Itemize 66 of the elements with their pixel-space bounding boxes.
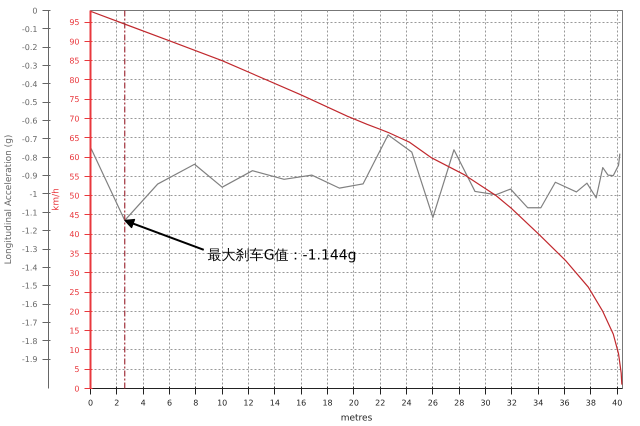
y-tick-label: -0.8 [22, 153, 38, 162]
y-tick-label: -1.7 [22, 318, 38, 328]
x-tick-label: 22 [375, 398, 386, 408]
y2-tick-label: 65 [69, 134, 80, 143]
y2-axis-title: km/h [51, 188, 62, 211]
y-tick-label: -0.5 [22, 98, 38, 108]
x-tick-label: 26 [428, 398, 438, 408]
y2-tick-label: 50 [69, 192, 80, 201]
y2-tick-label: 35 [69, 250, 80, 258]
y-tick-label: -0.6 [22, 116, 38, 126]
y-tick-label: -0.3 [22, 62, 38, 71]
x-tick-label: 2 [114, 398, 120, 408]
y-tick-label: -1.1 [22, 208, 38, 218]
x-tick-label: 18 [322, 398, 333, 408]
y-tick-label: -1.8 [22, 336, 38, 346]
y2-tick-label: 75 [69, 95, 80, 104]
y-tick-label: -1.6 [22, 300, 38, 310]
y2-tick-label: 5 [74, 365, 80, 374]
y2-tick-label: 95 [69, 18, 80, 28]
y2-tick-label: 0 [74, 384, 80, 394]
x-tick-label: 32 [506, 398, 517, 408]
y2-tick-label: 80 [69, 76, 80, 85]
x-axis-title: metres [340, 414, 373, 424]
y-tick-label: -0.4 [22, 80, 38, 89]
x-tick-label: 10 [217, 398, 228, 408]
y-tick-label: 0 [32, 6, 38, 16]
y2-tick-label: 45 [69, 210, 80, 220]
y2-tick-label: 40 [69, 230, 80, 240]
x-tick-label: 36 [559, 398, 570, 408]
y2-tick-label: 25 [69, 288, 80, 298]
x-tick-label: 14 [270, 398, 280, 408]
y-tick-label: -0.2 [22, 43, 38, 52]
x-tick-label: 20 [348, 398, 359, 408]
x-tick-label: 16 [296, 398, 306, 408]
x-tick-label: 8 [193, 398, 198, 408]
x-tick-label: 30 [480, 398, 491, 408]
y-tick-label: -1.9 [22, 355, 38, 364]
y-tick-label: -0.7 [22, 134, 38, 144]
y2-tick-label: 60 [69, 153, 80, 162]
annotation: 最大刹车G值：-1.144g [208, 247, 357, 264]
y-tick-label: -1.5 [22, 282, 38, 291]
y2-tick-label: 85 [69, 56, 80, 66]
line-series [90, 10, 622, 386]
y2-tick-label: 55 [69, 172, 80, 182]
x-tick-label: 6 [166, 398, 172, 408]
x-tick-label: 38 [586, 398, 596, 408]
x-tick-label: 28 [454, 398, 464, 408]
x-tick-label: 40 [612, 398, 622, 408]
y2-tick-label: 30 [69, 268, 80, 278]
y2-tick-label: 10 [69, 346, 80, 355]
y-tick-label: -0.1 [22, 24, 38, 34]
y2-tick-label: 70 [69, 114, 80, 124]
x-tick-label: 12 [243, 398, 254, 408]
y-tick-label: -1.2 [22, 226, 38, 236]
y2-tick-label: 90 [69, 37, 80, 46]
x-tick-label: 4 [140, 398, 146, 408]
x-tick-label: 34 [533, 398, 544, 408]
y2-tick-label: 20 [69, 307, 80, 316]
y-tick-label: -1 [30, 190, 38, 199]
x-tick-label: 0 [88, 398, 94, 408]
y-tick-label: -1.4 [22, 263, 38, 272]
y-axis-title: Longitudinal Acceleration (g) [4, 134, 14, 264]
x-tick-label: 24 [401, 398, 412, 408]
y-tick-label: -1.3 [22, 245, 38, 254]
y2-tick-label: 15 [69, 326, 80, 336]
y-tick-label: -0.9 [22, 172, 38, 181]
